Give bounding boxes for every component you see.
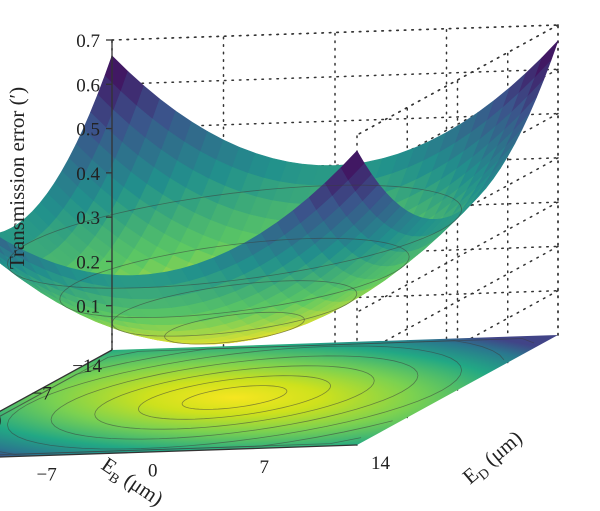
y-tick-label: −7	[32, 384, 52, 405]
grid-line	[111, 24, 559, 41]
grid-line	[356, 201, 559, 313]
x-tick-label: 7	[260, 457, 270, 478]
y-tick-label: −14	[72, 356, 102, 377]
axes	[0, 39, 358, 458]
surface-contour	[6, 184, 463, 289]
floor-contour	[94, 365, 375, 430]
floor-contour	[181, 385, 288, 410]
floor-contour	[137, 375, 332, 420]
x-tick-label: 14	[371, 453, 391, 474]
z-tick-label: 0.5	[76, 120, 100, 141]
surface-contour	[164, 311, 305, 345]
z-tick-label: 0.3	[76, 208, 100, 229]
surface-cell	[340, 150, 365, 181]
z-tick-label: 0.1	[76, 297, 100, 318]
z-axis-title: Transmission error (′)	[5, 87, 29, 269]
x-tick-label: 0	[148, 461, 158, 482]
surface-contour	[111, 280, 358, 337]
x-axis-title: ED (μm)	[458, 426, 529, 492]
z-tick-label: 0.4	[76, 164, 100, 185]
x-tick-label: −7	[37, 464, 57, 485]
y-axis-line	[0, 349, 113, 413]
z-tick-label: 0.7	[76, 31, 100, 52]
y-tick-label: 0	[0, 411, 2, 432]
grid-line	[356, 24, 559, 136]
grid-line	[356, 245, 559, 358]
floor-contour	[6, 345, 463, 450]
z-tick-label: 0.2	[76, 252, 100, 273]
grid-line	[111, 68, 559, 86]
surface-contour	[59, 237, 410, 318]
z-tick-label: 0.6	[76, 75, 100, 96]
x-axis-line	[0, 444, 358, 458]
floor-plane	[0, 335, 558, 458]
surface-mesh	[0, 40, 559, 345]
floor-contour	[0, 338, 535, 456]
contour-floor	[0, 335, 558, 458]
floor-contour	[50, 355, 419, 440]
